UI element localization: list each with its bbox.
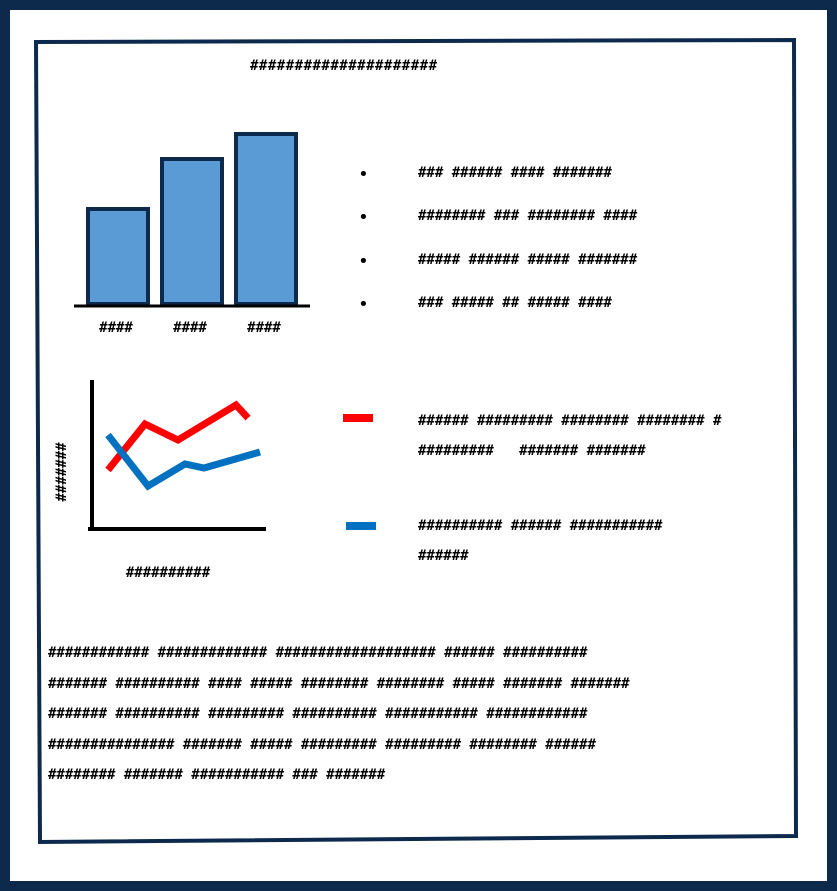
bar-category-label: #### — [99, 320, 133, 336]
legend-swatch-blue — [346, 522, 376, 530]
legend-text-red: ###### ######### ######## ######## # ###… — [418, 406, 778, 466]
body-paragraph: ############ ############# #############… — [48, 638, 748, 791]
bullet-text-4: ### ##### ## ##### #### — [418, 295, 612, 311]
series-line-blue — [105, 432, 261, 491]
bullet-text-2: ######## ### ######## #### — [418, 208, 638, 224]
bullet-icon: • — [358, 207, 369, 228]
bullet-icon: • — [358, 251, 369, 272]
paragraph-line-2: ####### ########## #### ##### ######## #… — [48, 675, 630, 692]
legend-red-line-2: ######### ####### ####### — [418, 443, 646, 459]
legend-blue-line-2: ###### — [418, 548, 469, 564]
legend-swatch-red — [343, 414, 373, 422]
bullet-text-1: ### ###### #### ####### — [418, 165, 612, 181]
bar-3 — [234, 132, 298, 306]
bullet-icon: • — [358, 164, 369, 185]
series-line-red — [105, 400, 251, 473]
bullet-text-3: ##### ###### ##### ####### — [418, 252, 638, 268]
paragraph-line-3: ####### ########## ######### ########## … — [48, 706, 588, 722]
paragraph-line-1: ############ ############# #############… — [48, 645, 588, 661]
paragraph-line-5: ######## ####### ########### ### ####### — [48, 767, 386, 783]
bar-2 — [160, 157, 224, 306]
bar-category-label: #### — [173, 320, 207, 336]
bullet-icon: • — [358, 294, 369, 315]
slide-title: ##################### — [250, 58, 438, 74]
bar-1 — [86, 207, 150, 306]
legend-blue-line-1: ########## ###### ########### — [418, 518, 663, 534]
bar-category-label: #### — [247, 320, 281, 336]
legend-red-line-1: ###### ######### ######## ######## # — [418, 413, 722, 429]
paragraph-line-4: ############### ####### ##### ######### … — [48, 736, 596, 753]
y-axis-label: ####### — [54, 442, 70, 502]
legend-text-blue: ########## ###### ########### ###### — [418, 511, 778, 571]
x-axis-label: ########## — [126, 565, 211, 581]
